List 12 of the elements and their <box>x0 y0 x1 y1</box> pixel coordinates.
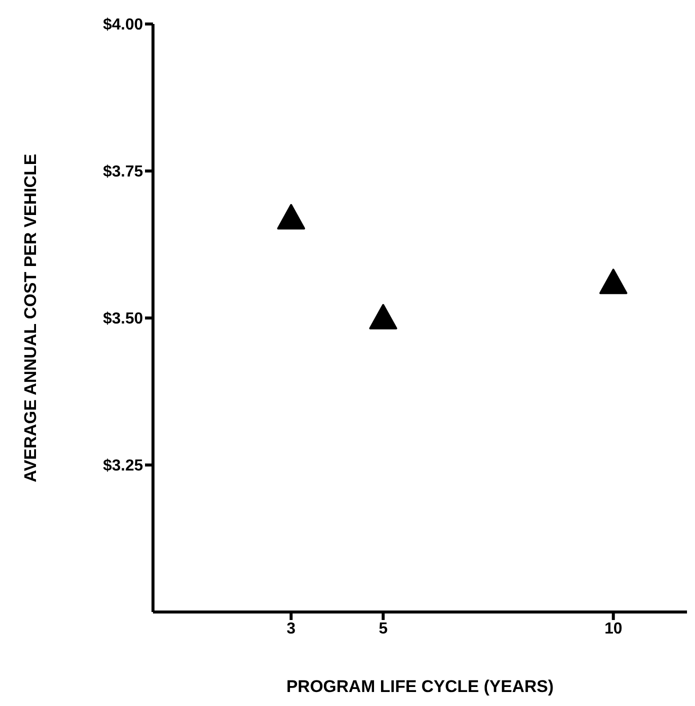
y-tick-label: $3.25 <box>102 458 144 475</box>
point <box>369 304 398 330</box>
x-tick-label: 10 <box>604 620 622 638</box>
x-tick-label: 5 <box>378 620 388 638</box>
y-axis-title: AVERAGE ANNUAL COST PER VEHICLE <box>21 154 40 482</box>
point <box>599 268 628 294</box>
y-tick-label: $4.00 <box>102 16 144 34</box>
y-tick-label: $3.50 <box>102 310 144 328</box>
x-axis-title: PROGRAM LIFE CYCLE (YEARS) <box>286 677 554 696</box>
y-tick-label: $3.75 <box>102 164 144 181</box>
x-tick-label: 3 <box>286 620 296 638</box>
point <box>277 204 306 230</box>
